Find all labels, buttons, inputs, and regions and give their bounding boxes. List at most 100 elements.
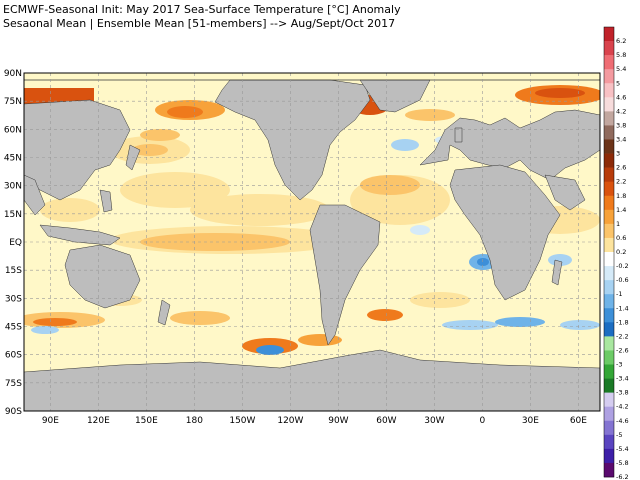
- colorbar-label: 1.8: [616, 192, 626, 200]
- colorbar-swatch: [604, 83, 614, 98]
- colorbar-label: -0.6: [616, 276, 629, 284]
- lon-label: 60E: [570, 416, 587, 426]
- colorbar-swatch: [604, 27, 614, 42]
- colorbar-swatch: [604, 97, 614, 112]
- colorbar-swatch: [604, 41, 614, 56]
- colorbar-swatch: [604, 167, 614, 182]
- colorbar-swatch: [604, 125, 614, 140]
- lon-label: 120E: [87, 416, 110, 426]
- colorbar-label: -1.4: [616, 304, 629, 312]
- longitude-labels: 90E 120E 150E 180 150W 120W 90W 60W 30W 0 30E 60E: [42, 416, 587, 426]
- lat-label: 60N: [4, 125, 22, 135]
- lat-label: 15N: [4, 210, 22, 220]
- colorbar-label: -3.8: [616, 389, 629, 397]
- arabia: [544, 174, 586, 211]
- lon-label: 90E: [42, 416, 59, 426]
- lat-label: 15S: [5, 266, 22, 276]
- colorbar-swatch: [604, 209, 614, 225]
- lat-label: 45S: [5, 323, 22, 333]
- colorbar-label: -5: [616, 431, 622, 439]
- philippines: [99, 189, 113, 213]
- antarctica: [24, 349, 600, 411]
- colorbar-label: -4.2: [616, 403, 629, 411]
- colorbar-label: -3.4: [616, 375, 629, 383]
- colorbar-label: 2.2: [616, 178, 626, 186]
- lon-label: 0: [480, 416, 486, 426]
- colorbar-label: 1.4: [616, 206, 626, 214]
- uk: [454, 127, 463, 143]
- colorbar-swatch: [604, 139, 614, 154]
- colorbar-label: 2.6: [616, 164, 626, 172]
- lat-label: 45N: [4, 154, 22, 164]
- colorbar-swatch: [604, 55, 614, 70]
- colorbar-label: 4.2: [616, 107, 626, 115]
- south-america: [309, 204, 381, 346]
- lat-label: 90S: [5, 407, 22, 417]
- colorbar-swatch: [604, 237, 614, 253]
- lat-label: 60S: [5, 351, 22, 361]
- india: [24, 174, 46, 216]
- colorbar-label: 3: [616, 150, 620, 158]
- colorbar-swatch: [604, 223, 614, 239]
- colorbar-label: 3.4: [616, 136, 626, 144]
- colorbar-label: 4.6: [616, 93, 626, 101]
- lon-label: 150E: [135, 416, 158, 426]
- colorbar-swatch: [604, 181, 614, 197]
- lat-label: 75N: [4, 97, 22, 107]
- lat-label: 30S: [5, 294, 22, 304]
- colorbar-swatch: [604, 350, 614, 365]
- colorbar: 6.2 5.8 5.4 5 4.6 4.2 3.8 3.4 3 2.6 2.2 1.8 1.4 1 0.6 0…: [603, 26, 629, 480]
- colorbar-label: -1: [616, 290, 622, 298]
- africa: [449, 164, 561, 301]
- map-subtitle: Sesaonal Mean | Ensemble Mean [51-member…: [3, 17, 396, 30]
- colorbar-label: 6.2: [616, 37, 626, 45]
- colorbar-swatch: [604, 308, 614, 323]
- new-zealand: [157, 299, 171, 326]
- colorbar-swatch: [604, 364, 614, 379]
- colorbar-label: 0.6: [616, 234, 626, 242]
- lon-label: 30E: [522, 416, 539, 426]
- colorbar-swatch: [604, 434, 614, 450]
- colorbar-swatch: [604, 111, 614, 126]
- colorbar-swatch: [604, 322, 614, 337]
- colorbar-swatch: [604, 266, 614, 281]
- north-america: [214, 79, 371, 201]
- colorbar-swatch: [604, 448, 614, 464]
- colorbar-swatch: [604, 406, 614, 422]
- colorbar-label: 5.8: [616, 51, 626, 59]
- colorbar-label: -1.8: [616, 318, 629, 326]
- colorbar-label: -2.2: [616, 332, 629, 340]
- lat-label: 30N: [4, 182, 22, 192]
- colorbar-swatch: [604, 153, 614, 168]
- lon-label: 90W: [328, 416, 348, 426]
- colorbar-swatch: [604, 392, 614, 407]
- lat-label: EQ: [9, 238, 22, 248]
- colorbar-label: 0.2: [616, 248, 626, 256]
- colorbar-label: -4.6: [616, 417, 629, 425]
- land-masses: [24, 79, 600, 411]
- map-title: ECMWF-Seasonal Init: May 2017 Sea-Surfac…: [3, 3, 401, 16]
- colorbar-label: 1: [616, 220, 620, 228]
- map-frame: [23, 72, 601, 412]
- lon-label: 120W: [277, 416, 303, 426]
- colorbar-label: -2.6: [616, 346, 629, 354]
- colorbar-swatch: [604, 462, 614, 478]
- colorbar-swatch: [604, 378, 614, 393]
- colorbar-swatch: [604, 420, 614, 436]
- colorbar-swatch: [604, 69, 614, 84]
- colorbar-swatch: [604, 294, 614, 309]
- latitude-labels: 90N 75N 60N 45N 30N 15N EQ 15S 30S 45S 60S 75S 90S: [4, 69, 22, 417]
- colorbar-label: -6.2: [616, 473, 629, 480]
- colorbar-label: -5.4: [616, 445, 629, 453]
- lon-label: 60W: [376, 416, 396, 426]
- madagascar: [551, 259, 563, 286]
- lat-label: 75S: [5, 379, 22, 389]
- sst-anomaly-field: [24, 85, 600, 355]
- colorbar-swatch: [604, 195, 614, 211]
- lon-label: 150W: [229, 416, 255, 426]
- colorbar-label: -3: [616, 361, 622, 369]
- graticule: [24, 73, 600, 411]
- lat-label: 90N: [4, 69, 22, 79]
- lon-label: 30W: [424, 416, 444, 426]
